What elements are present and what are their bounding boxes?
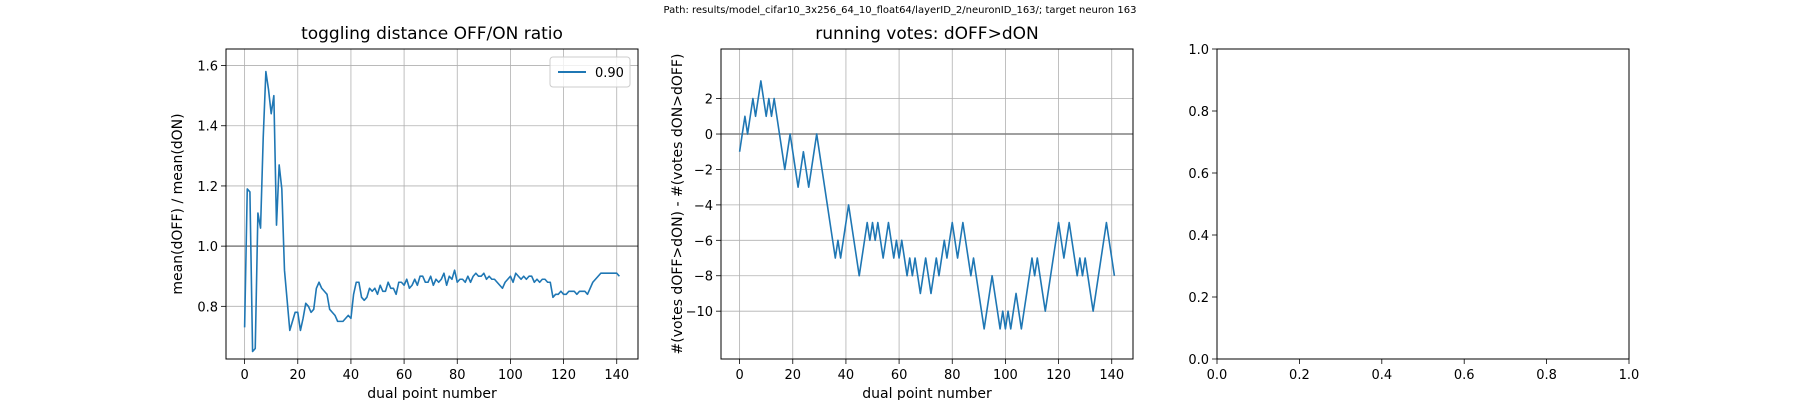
y-tick-label: −2 bbox=[694, 163, 713, 178]
x-tick-label: 1.0 bbox=[1619, 368, 1640, 383]
panel-title: toggling distance OFF/ON ratio bbox=[301, 24, 563, 44]
x-tick-label: 120 bbox=[1046, 368, 1071, 383]
y-tick-label: 0.2 bbox=[1188, 291, 1209, 306]
x-tick-label: 40 bbox=[343, 368, 360, 383]
x-axis-label: dual point number bbox=[367, 386, 497, 400]
chart-panel-1: 0 20 40 60 80 100 120 140 0.8 1.0 1.2 1.4 1.6 togglin… bbox=[170, 24, 639, 400]
x-tick-label: 20 bbox=[289, 368, 306, 383]
x-tick-label: 0.4 bbox=[1371, 368, 1392, 383]
axes-frame bbox=[225, 48, 639, 360]
y-tick-label: 1.0 bbox=[197, 240, 218, 255]
x-tick-label: 100 bbox=[993, 368, 1018, 383]
x-tick-label: 80 bbox=[944, 368, 961, 383]
y-tick-label: 0.8 bbox=[1188, 105, 1209, 120]
y-tick-label: 0.4 bbox=[1188, 229, 1209, 244]
y-tick-label: 0.6 bbox=[1188, 167, 1209, 182]
y-tick-label: 0 bbox=[705, 128, 713, 143]
y-axis-label: #(votes dOFF>dON) - #(votes dON>dOFF) bbox=[670, 54, 686, 355]
axes-frame bbox=[720, 48, 1134, 360]
x-tick-label: 140 bbox=[604, 368, 629, 383]
y-tick-label: 2 bbox=[705, 93, 713, 108]
y-tick-label: −6 bbox=[694, 234, 713, 249]
legend-box bbox=[549, 56, 631, 88]
y-tick-label: −8 bbox=[694, 270, 713, 285]
x-tick-label: 140 bbox=[1099, 368, 1124, 383]
axes-frame bbox=[1216, 48, 1630, 360]
x-tick-label: 120 bbox=[551, 368, 576, 383]
chart-panel-3: 0.0 0.2 0.4 0.6 0.8 1.0 0.0 0.2 0.4 0.6 0.8 1.0 bbox=[1188, 43, 1639, 383]
y-tick-label: 1.4 bbox=[197, 120, 218, 135]
legend: 0.90 bbox=[549, 56, 631, 88]
x-tick-label: 0.0 bbox=[1207, 368, 1228, 383]
y-tick-label: 0.8 bbox=[197, 300, 218, 315]
x-tick-label: 60 bbox=[891, 368, 908, 383]
legend-label: 0.90 bbox=[595, 66, 624, 81]
series-line bbox=[738, 80, 1116, 330]
x-tick-label: 0 bbox=[735, 368, 743, 383]
y-tick-label: −4 bbox=[694, 199, 713, 214]
figure-suptitle: Path: results/model_cifar10_3x256_64_10_… bbox=[664, 5, 1137, 16]
y-tick-label: 0.0 bbox=[1188, 353, 1209, 368]
x-tick-label: 80 bbox=[449, 368, 466, 383]
x-tick-label: 0.6 bbox=[1454, 368, 1475, 383]
x-tick-label: 0.8 bbox=[1536, 368, 1557, 383]
y-tick-label: −10 bbox=[686, 305, 713, 320]
x-tick-label: 60 bbox=[396, 368, 413, 383]
y-axis-label: mean(dOFF) / mean(dON) bbox=[170, 113, 186, 294]
x-tick-label: 0.2 bbox=[1289, 368, 1310, 383]
x-tick-label: 100 bbox=[498, 368, 523, 383]
y-tick-label: 1.0 bbox=[1188, 43, 1209, 58]
y-tick-label: 1.2 bbox=[197, 180, 218, 195]
y-tick-label: 1.6 bbox=[197, 60, 218, 75]
chart-panel-2: 0 20 40 60 80 100 120 140 −10 −8 −6 −4 −2 0 2 running v… bbox=[670, 24, 1134, 400]
x-tick-label: 0 bbox=[240, 368, 248, 383]
x-axis-label: dual point number bbox=[862, 386, 992, 400]
x-tick-label: 20 bbox=[784, 368, 801, 383]
series-line-0.90 bbox=[243, 70, 620, 353]
x-tick-label: 40 bbox=[838, 368, 855, 383]
panel-title: running votes: dOFF>dON bbox=[815, 24, 1038, 44]
